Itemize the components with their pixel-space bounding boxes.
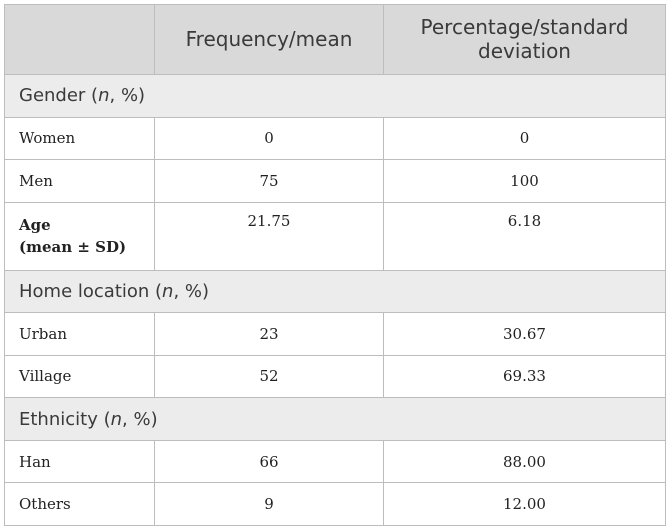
row-label: Urban	[4, 312, 155, 356]
age-mean: 21.75	[154, 201, 384, 271]
header-row: Frequency/mean Percentage/standard devia…	[4, 4, 666, 75]
row-frequency: 66	[154, 439, 384, 484]
row-label: Han	[4, 439, 155, 484]
table-row: Village 52 69.33	[4, 354, 666, 399]
section-row-ethnicity: Ethnicity (n, %)	[4, 397, 666, 441]
section-title-ethnicity: Ethnicity (n, %)	[4, 397, 666, 441]
demographics-table: Frequency/mean Percentage/standard devia…	[4, 4, 666, 526]
section-title-gender: Gender (n, %)	[4, 73, 666, 118]
section-title-home-location: Home location (n, %)	[4, 269, 666, 314]
table-row: Others 9 12.00	[4, 482, 666, 526]
row-frequency: 9	[154, 482, 384, 526]
header-frequency-mean: Frequency/mean	[154, 4, 384, 75]
table-row: Urban 23 30.67	[4, 312, 666, 356]
row-frequency: 52	[154, 354, 384, 399]
section-row-home-location: Home location (n, %)	[4, 269, 666, 314]
table-row: Women 0 0	[4, 116, 666, 161]
row-percentage: 30.67	[383, 312, 666, 356]
row-percentage: 12.00	[383, 482, 666, 526]
section-row-gender: Gender (n, %)	[4, 73, 666, 118]
row-percentage: 0	[383, 116, 666, 161]
header-empty-cell	[4, 4, 155, 75]
row-frequency: 75	[154, 159, 384, 203]
row-label: Others	[4, 482, 155, 526]
row-label: Men	[4, 159, 155, 203]
row-percentage: 88.00	[383, 439, 666, 484]
table-row: Men 75 100	[4, 159, 666, 203]
row-percentage: 69.33	[383, 354, 666, 399]
age-label: Age (mean ± SD)	[4, 201, 155, 271]
table-row: Han 66 88.00	[4, 439, 666, 484]
age-label-line2: (mean ± SD)	[19, 238, 127, 257]
age-label-line1: Age	[19, 216, 51, 235]
row-label: Women	[4, 116, 155, 161]
row-frequency: 23	[154, 312, 384, 356]
row-label: Village	[4, 354, 155, 399]
age-row: Age (mean ± SD) 21.75 6.18	[4, 201, 666, 271]
row-frequency: 0	[154, 116, 384, 161]
age-sd: 6.18	[383, 201, 666, 271]
header-percentage-sd: Percentage/standard deviation	[383, 4, 666, 75]
row-percentage: 100	[383, 159, 666, 203]
